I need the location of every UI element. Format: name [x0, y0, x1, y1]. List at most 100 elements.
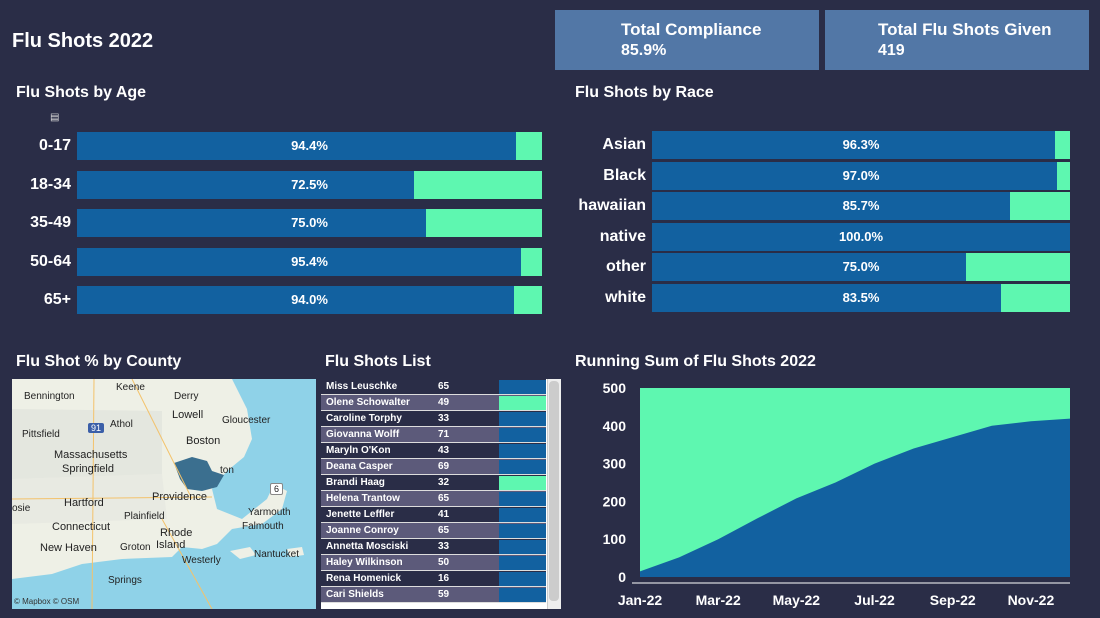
age-label: 50-64: [30, 252, 71, 270]
list-item-status-bar: [499, 460, 546, 474]
list-item-count: 50: [438, 557, 450, 568]
list-item[interactable]: Haley Wilkinson 50: [321, 555, 546, 571]
list-item[interactable]: Olene Schowalter 49: [321, 395, 546, 411]
list-item-status-bar: [499, 524, 546, 538]
map-label: Yarmouth: [248, 507, 291, 518]
bar-fill: [652, 222, 1070, 251]
list-item-status-bar: [499, 556, 546, 570]
race-label: hawaiian: [578, 197, 646, 214]
age-bar-row[interactable]: 35-49 75.0%: [30, 209, 542, 237]
kpi-label: Total Flu Shots Given: [878, 20, 1052, 39]
list-item-count: 65: [438, 525, 450, 536]
map-label: Bennington: [24, 391, 75, 402]
list-item[interactable]: Giovanna Wolff 71: [321, 427, 546, 443]
bar-value-label: 83.5%: [842, 289, 880, 305]
scrollbar-thumb[interactable]: [549, 381, 559, 601]
list-item[interactable]: Cari Shields 59: [321, 587, 546, 603]
list-item[interactable]: Rena Homenick 16: [321, 571, 546, 587]
list-item-status-bar: [499, 444, 546, 458]
map-attribution[interactable]: © Mapbox © OSM: [14, 597, 80, 606]
race-bar-row[interactable]: Black 97.0%: [603, 161, 1070, 190]
list-item-name: Deana Casper: [326, 461, 393, 472]
list-item[interactable]: Joanne Conroy 65: [321, 523, 546, 539]
map-label: Gloucester: [222, 415, 271, 426]
list-item-count: 65: [438, 493, 450, 504]
y-tick-label: 300: [603, 456, 627, 472]
list-item[interactable]: Annetta Mosciski 33: [321, 539, 546, 555]
bar-value-label: 75.0%: [291, 215, 328, 230]
running-sum-chart[interactable]: 0 100 200 300 400 500 Jan-22 Mar-22 May-22 Jul-22…: [575, 378, 1095, 612]
list-item-count: 49: [438, 397, 450, 408]
race-bar-row[interactable]: white 83.5%: [605, 283, 1070, 312]
highway-shield-icon: 6: [270, 483, 284, 495]
x-tick-label: Mar-22: [696, 592, 741, 608]
map-base-icon: [12, 379, 304, 609]
map-label: Falmouth: [242, 521, 284, 532]
y-tick-label: 0: [618, 569, 626, 585]
list-item[interactable]: Brandi Haag 32: [321, 475, 546, 491]
bar-value-label: 97.0%: [842, 167, 880, 183]
map-label: Providence: [152, 491, 208, 503]
bar-value-label: 72.5%: [291, 176, 328, 192]
map-label: Rhode: [160, 527, 193, 539]
map-label: Pittsfield: [22, 429, 60, 440]
age-bar-row[interactable]: 65+ 94.0%: [44, 286, 542, 314]
bar-fill: [652, 283, 1002, 312]
bar-value-label: 85.7%: [842, 198, 880, 213]
list-item-count: 41: [438, 509, 450, 520]
list-item[interactable]: Helena Trantow 65: [321, 491, 546, 507]
list-scrollbar[interactable]: [547, 379, 561, 609]
list-item-status-bar: [499, 396, 546, 410]
age-bar-row[interactable]: 50-64 95.4%: [30, 247, 542, 276]
race-bar-row[interactable]: other 75.0%: [606, 253, 1070, 281]
sort-icon[interactable]: ▤: [50, 112, 60, 123]
list-item-name: Maryln O'Kon: [326, 445, 391, 456]
race-bar-row[interactable]: native 100.0%: [600, 222, 1070, 251]
list-item-name: Cari Shields: [326, 589, 384, 600]
kpi-total-compliance[interactable]: Total Compliance 85.9%: [555, 10, 819, 70]
highway-shield-icon: 91: [88, 423, 105, 433]
race-label: white: [605, 288, 646, 306]
list-item[interactable]: Miss Leuschke 65: [321, 379, 546, 395]
list-item-name: Giovanna Wolff: [326, 429, 400, 440]
bar-fill: [77, 247, 521, 276]
list-item-name: Miss Leuschke: [326, 381, 398, 392]
bar-fill: [77, 286, 515, 314]
bar-value-label: 94.4%: [291, 138, 328, 153]
bar-value-label: 95.4%: [291, 253, 328, 269]
race-label: Black: [603, 166, 646, 184]
map-label: New Haven: [40, 542, 97, 554]
age-label: 0-17: [38, 137, 71, 154]
map-label: Athol: [110, 419, 133, 430]
bar-fill: [652, 131, 1055, 159]
map-label: ton: [220, 465, 234, 476]
flu-shots-list[interactable]: Miss Leuschke 65 Olene Schowalter 49 Carolin…: [321, 379, 561, 609]
bar-value-label: 94.0%: [291, 292, 328, 307]
race-bar-row[interactable]: Asian 96.3%: [602, 131, 1070, 159]
kpi-label: Total Compliance: [621, 20, 762, 39]
bar-fill: [652, 192, 1011, 220]
map-label: Connecticut: [52, 521, 111, 533]
age-bar-row[interactable]: 18-34 72.5%: [30, 170, 542, 199]
x-tick-label: Sep-22: [930, 592, 976, 608]
race-bar-row[interactable]: hawaiian 85.7%: [578, 192, 1070, 220]
map-label: Springs: [108, 575, 142, 586]
list-item-name: Caroline Torphy: [326, 413, 402, 424]
kpi-total-flu-shots[interactable]: Total Flu Shots Given 419: [825, 10, 1089, 70]
age-label: 65+: [43, 291, 71, 308]
list-item[interactable]: Deana Casper 69: [321, 459, 546, 475]
list-item-name: Joanne Conroy: [326, 525, 399, 536]
county-map[interactable]: Keene Derry Bennington Lowell Gloucester…: [12, 379, 316, 609]
bar-fill: [77, 132, 516, 160]
map-label: Westerly: [182, 555, 221, 566]
bar-fill: [652, 161, 1058, 190]
list-item-name: Brandi Haag: [326, 477, 385, 488]
map-label: Plainfield: [124, 511, 165, 522]
list-item-name: Helena Trantow: [326, 493, 400, 504]
list-item[interactable]: Caroline Torphy 33: [321, 411, 546, 427]
list-item[interactable]: Maryln O'Kon 43: [321, 443, 546, 459]
race-label: other: [606, 258, 646, 275]
age-bar-row[interactable]: 0-17 94.4%: [39, 132, 542, 160]
map-label: Derry: [174, 391, 199, 402]
list-item[interactable]: Jenette Leffler 41: [321, 507, 546, 523]
